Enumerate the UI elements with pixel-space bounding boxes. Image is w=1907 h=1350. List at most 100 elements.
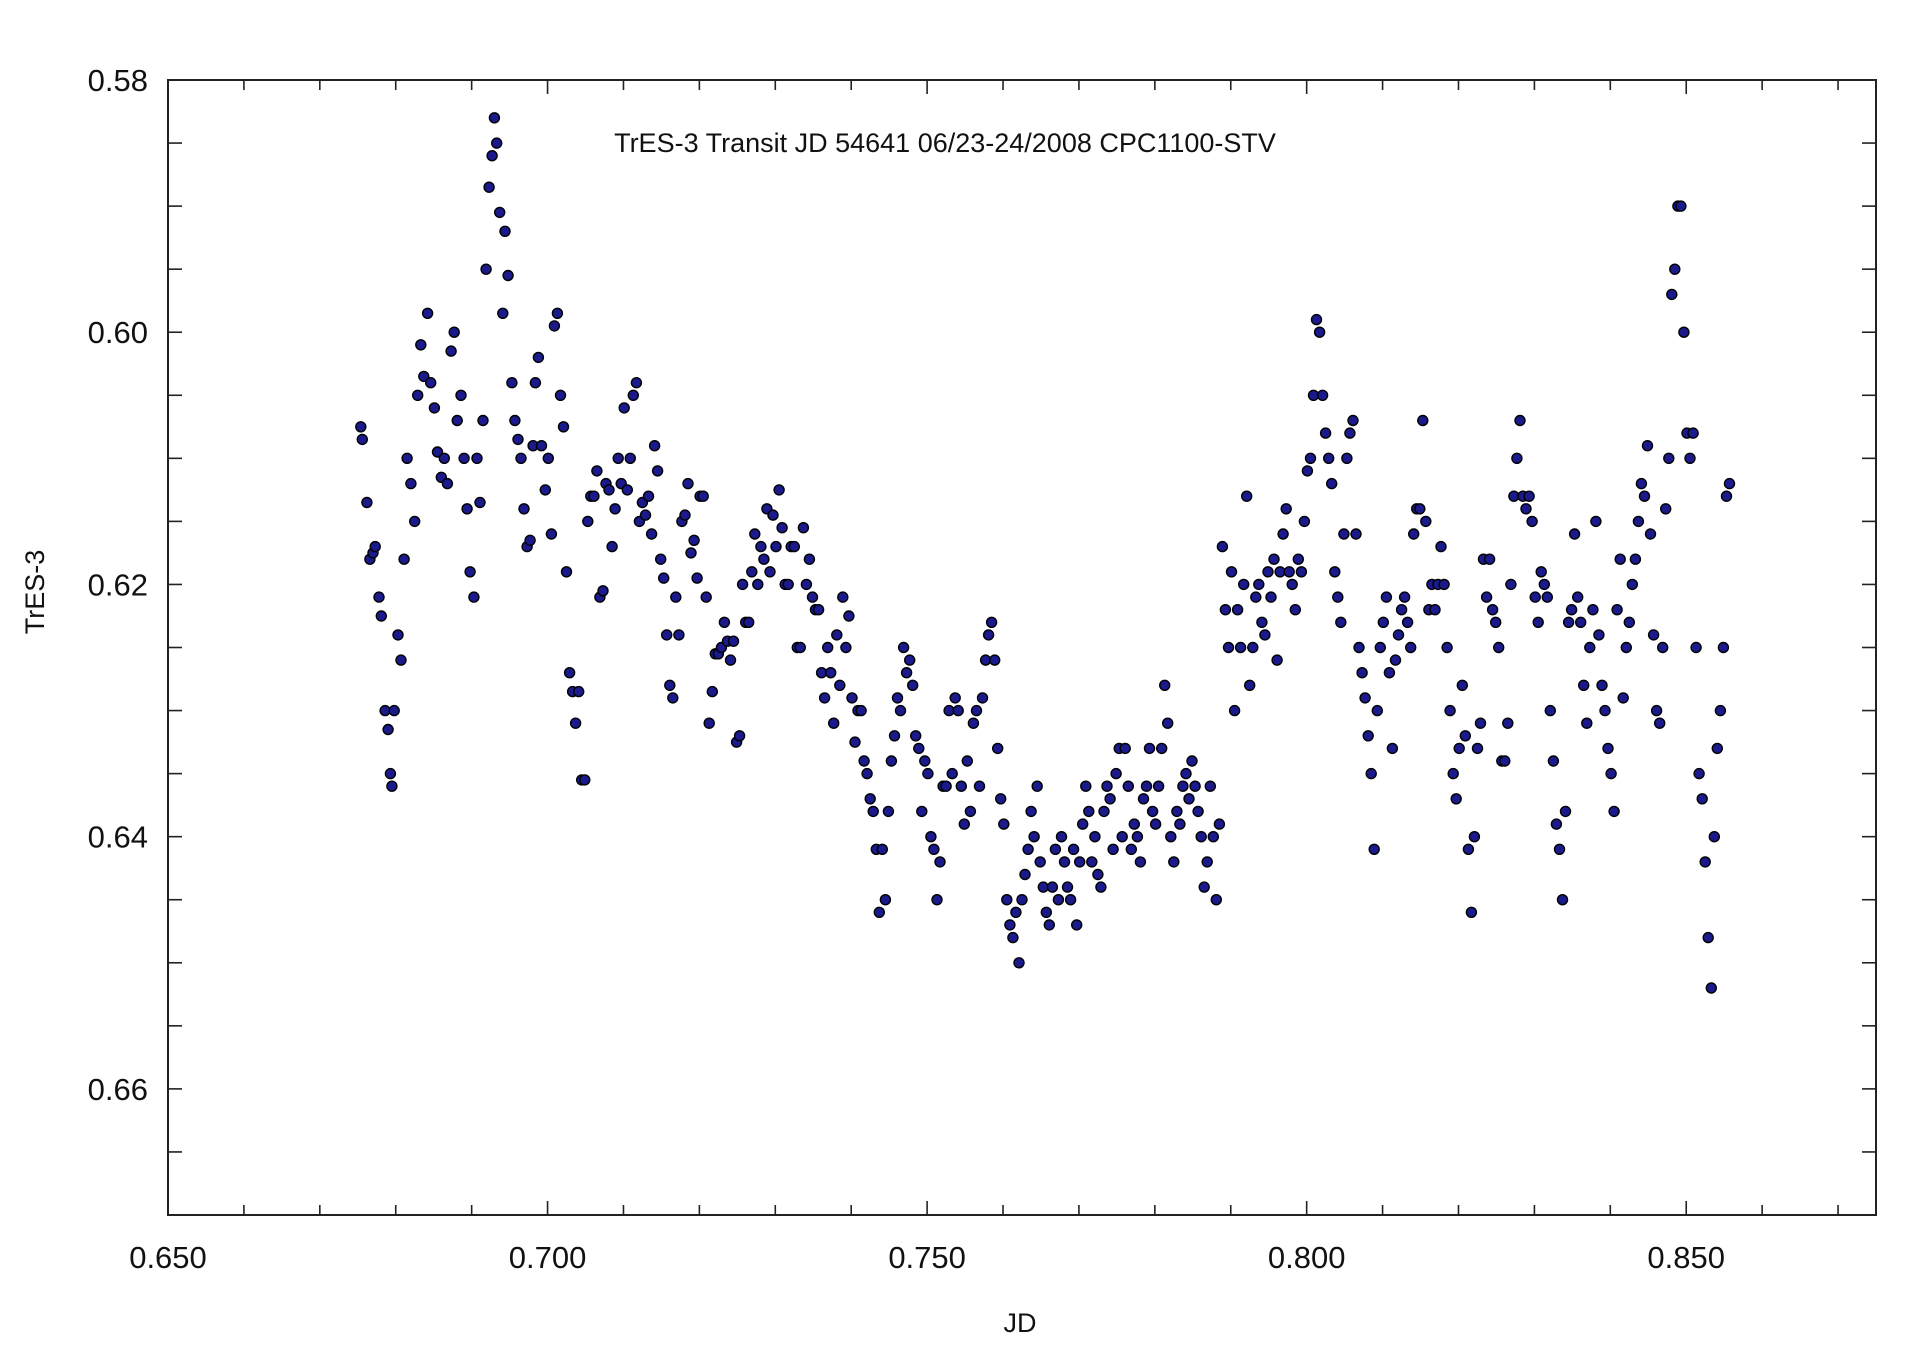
data-point [828, 717, 840, 729]
data-point [1092, 868, 1104, 881]
data-point [621, 484, 633, 496]
data-point [1310, 313, 1323, 326]
data-point [1590, 515, 1602, 528]
data-point [1520, 503, 1532, 515]
data-point [1250, 591, 1262, 603]
data-point [664, 679, 676, 691]
data-point [597, 585, 609, 597]
data-point [667, 692, 679, 704]
data-point [648, 440, 661, 452]
data-point [412, 389, 424, 401]
data-point [1152, 780, 1165, 792]
data-point [1617, 692, 1629, 704]
data-point [1195, 831, 1207, 843]
data-point [1070, 919, 1083, 931]
data-point [1128, 818, 1141, 830]
data-point [428, 402, 441, 414]
data-point [524, 534, 536, 546]
data-point [1222, 641, 1235, 654]
data-point [706, 685, 718, 698]
data-point [1471, 742, 1484, 755]
data-point [645, 528, 658, 540]
data-point [1231, 604, 1244, 616]
data-point [1581, 717, 1593, 729]
data-point [916, 805, 928, 818]
data-point [1322, 452, 1335, 464]
data-point [900, 667, 913, 679]
data-point [384, 767, 397, 780]
data-point [1286, 578, 1298, 591]
data-point [409, 515, 421, 528]
data-point [1608, 805, 1620, 818]
data-point [497, 307, 509, 319]
data-point [1140, 780, 1153, 792]
data-point [563, 667, 576, 679]
data-point [688, 534, 700, 546]
data-point [1669, 263, 1681, 275]
data-point [812, 604, 825, 616]
data-point [970, 704, 983, 717]
data-point [1201, 856, 1213, 868]
data-point [1110, 767, 1122, 780]
data-point [767, 509, 779, 521]
data-point [569, 717, 582, 729]
data-point [976, 692, 989, 704]
data-point [1450, 793, 1462, 805]
data-point [1699, 856, 1711, 868]
data-point [1596, 679, 1608, 691]
data-point [1377, 616, 1390, 628]
data-point [1611, 604, 1623, 616]
data-point [1262, 566, 1274, 578]
data-point [1298, 515, 1311, 528]
data-point [1605, 767, 1617, 780]
data-point [770, 540, 782, 553]
data-point [1505, 578, 1517, 591]
data-point [1623, 616, 1636, 628]
data-point [630, 377, 643, 389]
data-point [1407, 528, 1420, 540]
data-point [1571, 591, 1584, 603]
data-point [1420, 515, 1432, 528]
data-point [891, 692, 904, 704]
data-point [1353, 641, 1365, 654]
data-point [375, 610, 387, 622]
data-point [1040, 906, 1053, 918]
data-point [373, 591, 385, 603]
data-point [1647, 629, 1660, 641]
plot-frame [167, 79, 1877, 1216]
data-point [591, 465, 603, 477]
data-point [1119, 742, 1131, 755]
x-tick-label: 0.700 [509, 1240, 587, 1275]
data-point [1259, 629, 1271, 641]
data-point [934, 856, 946, 868]
data-point [940, 780, 952, 792]
data-point [679, 509, 691, 521]
data-point [931, 894, 943, 906]
data-point [861, 767, 873, 780]
data-point [1225, 566, 1238, 578]
data-point [1283, 566, 1295, 578]
data-point [1483, 553, 1496, 565]
data-point [506, 377, 518, 389]
data-point [1292, 553, 1305, 565]
data-point [1125, 843, 1138, 855]
data-point [1486, 604, 1499, 616]
data-point [1028, 831, 1040, 843]
data-point [573, 685, 585, 698]
data-point [1574, 616, 1587, 628]
data-point [1198, 881, 1210, 893]
data-point [421, 307, 434, 319]
data-point [618, 402, 630, 414]
data-point [1007, 931, 1019, 944]
data-point [1177, 780, 1189, 792]
data-point [1429, 604, 1441, 616]
data-point [1565, 604, 1578, 616]
data-point [515, 452, 527, 464]
data-point [1031, 780, 1043, 792]
y-tick-labels: 0.58 0.60 0.62 0.64 0.66 [88, 63, 148, 1107]
data-point [491, 137, 503, 149]
data-point [691, 572, 703, 584]
data-point [1511, 452, 1523, 464]
data-point [1544, 704, 1557, 717]
data-point [1237, 578, 1250, 591]
